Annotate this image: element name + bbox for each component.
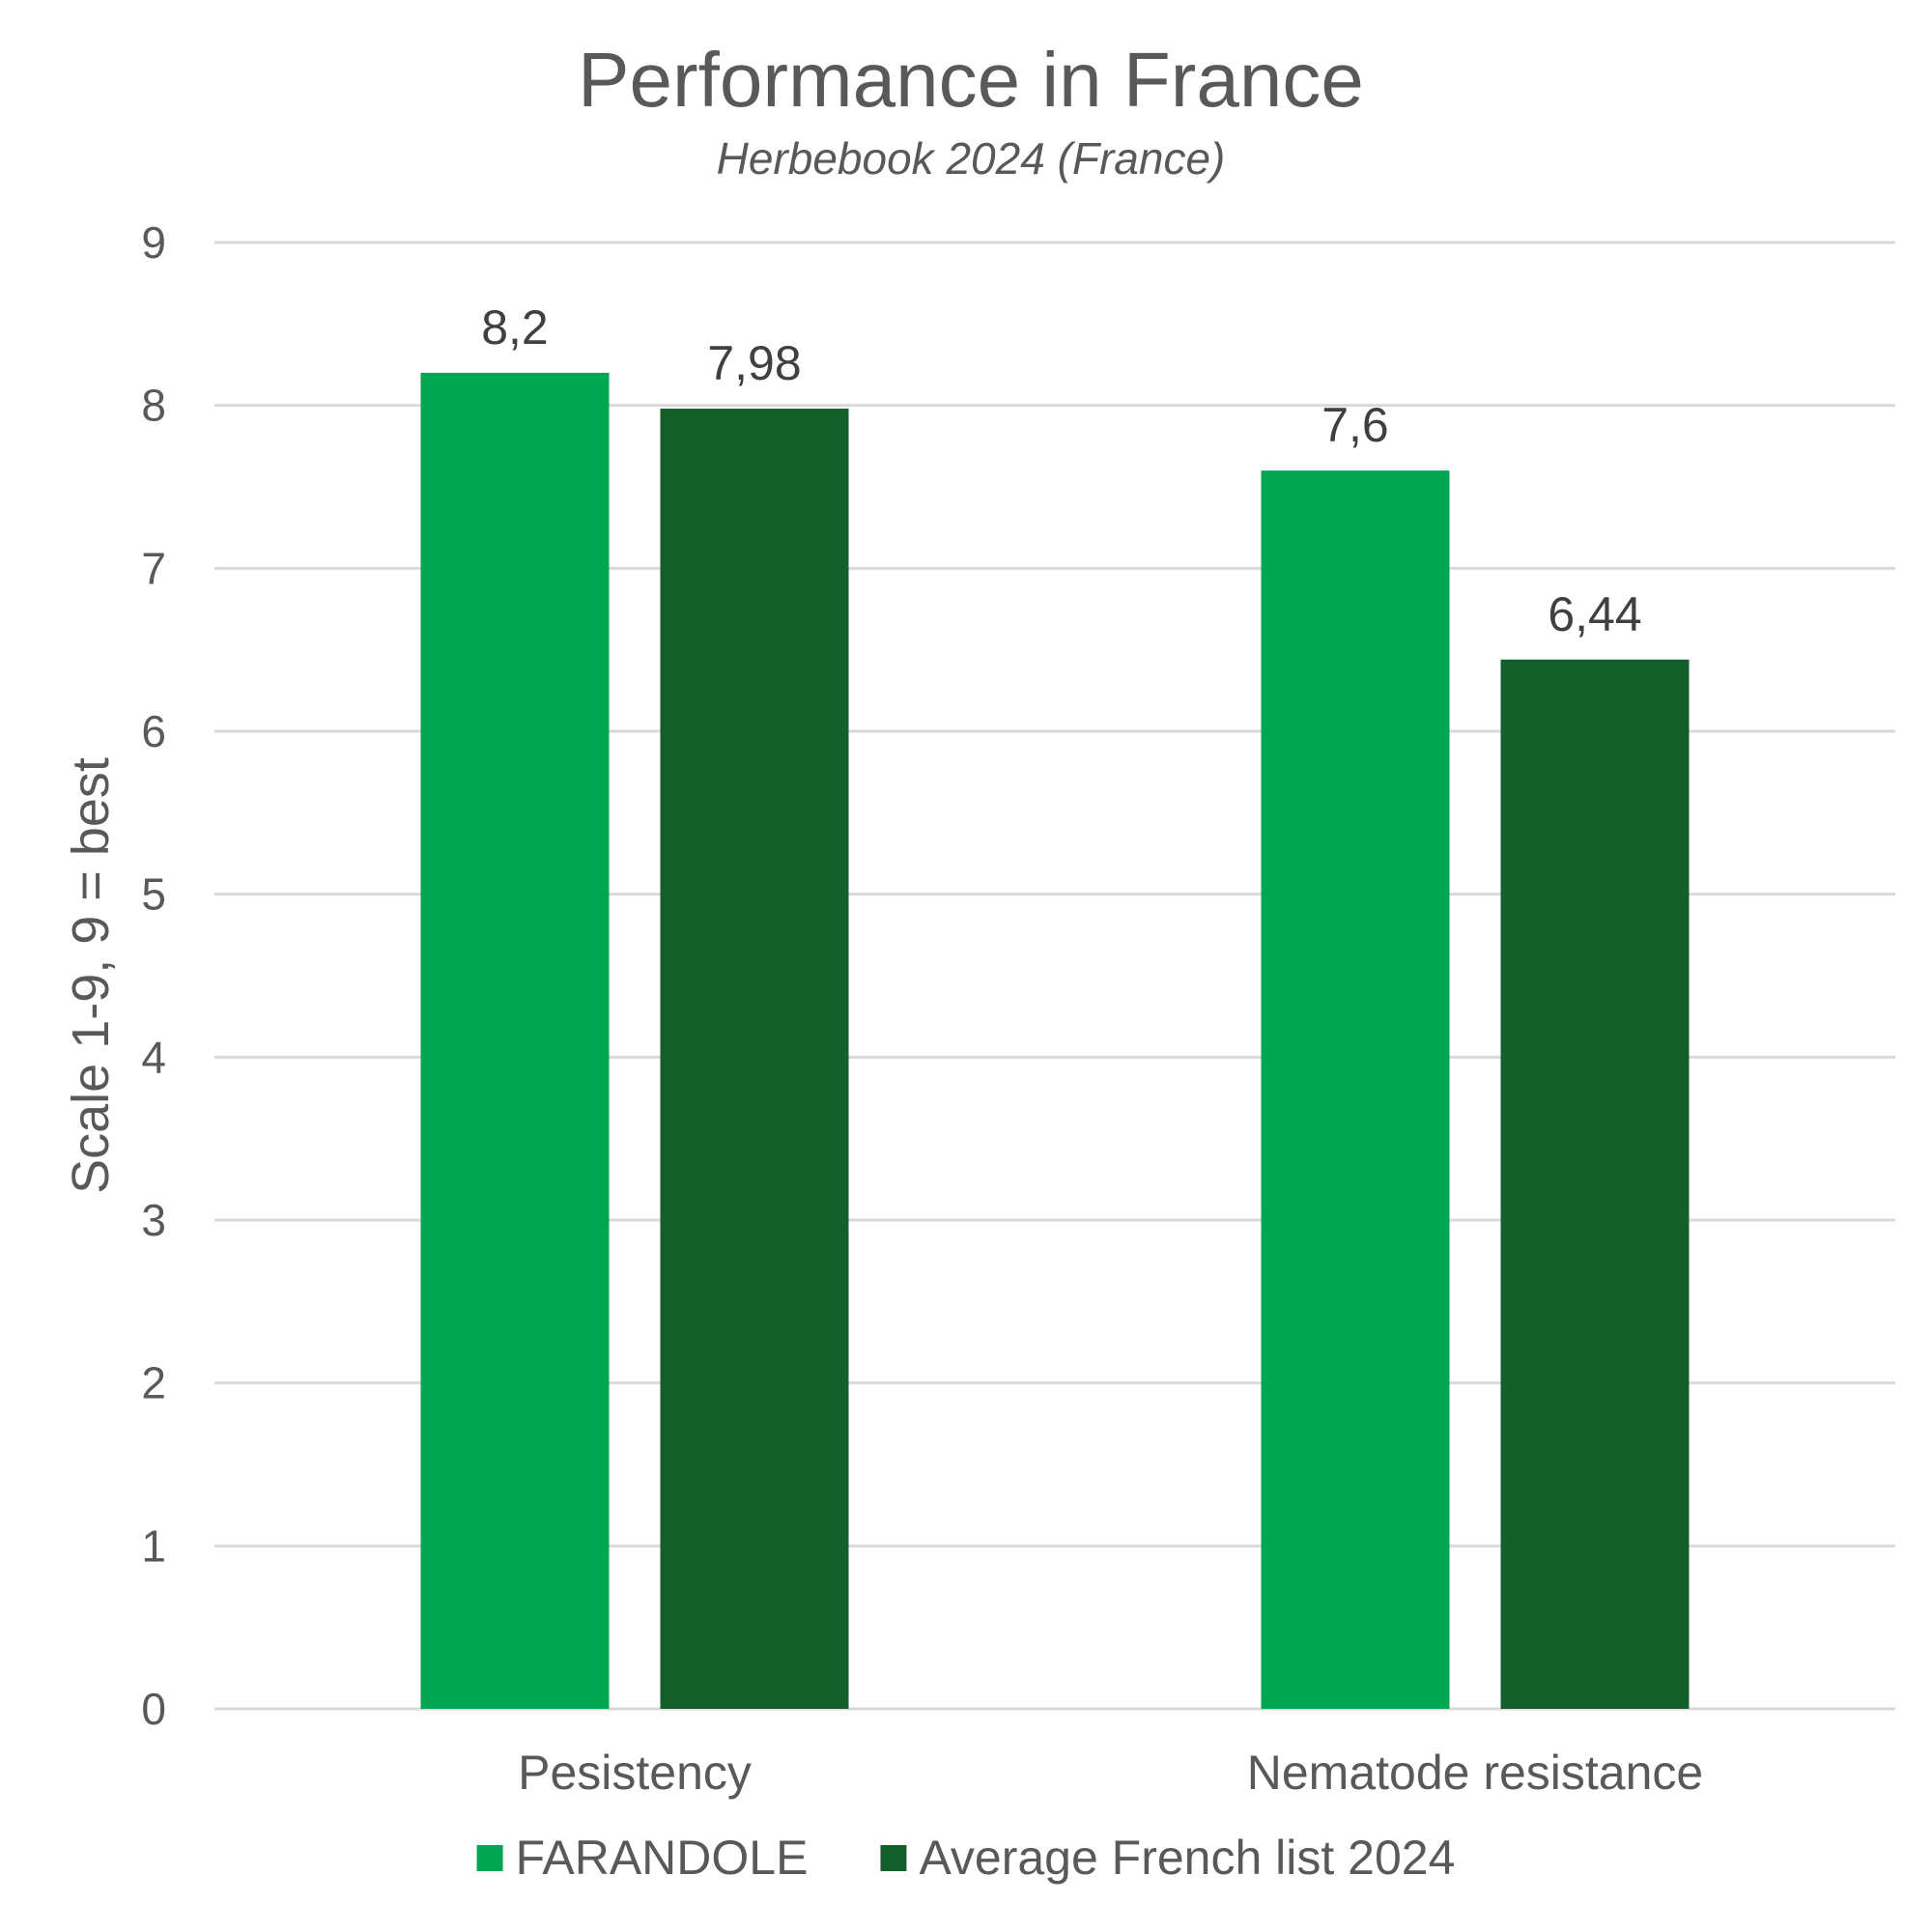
chart-title: Performance in France	[578, 37, 1364, 123]
y-axis-title: Scale 1-9, 9 = best	[62, 757, 120, 1194]
bar	[1500, 659, 1690, 1710]
y-tick-label: 6	[141, 706, 166, 756]
chart-subtitle: Herbebook 2024 (France)	[717, 133, 1226, 184]
data-label: 7,6	[1321, 398, 1389, 452]
y-tick-label: 7	[141, 543, 166, 593]
bar	[1261, 470, 1450, 1710]
legend-label: Average French list 2024	[919, 1831, 1455, 1885]
data-label: 6,44	[1548, 587, 1641, 641]
legend: FARANDOLE Average French list 2024	[476, 1831, 1455, 1885]
data-label: 7,98	[707, 336, 801, 390]
x-category-label: Nematode resistance	[1247, 1746, 1703, 1800]
legend-item: Average French list 2024	[880, 1831, 1455, 1885]
y-tick-label: 4	[141, 1032, 166, 1082]
x-axis-categories: Pesistency Nematode resistance	[518, 1746, 1703, 1800]
y-tick-label: 1	[141, 1520, 166, 1571]
y-tick-label: 0	[141, 1684, 166, 1734]
legend-swatch	[880, 1845, 907, 1871]
legend-swatch	[476, 1845, 503, 1871]
bar	[420, 372, 610, 1709]
x-category-label: Pesistency	[518, 1746, 752, 1800]
bar	[660, 409, 849, 1709]
y-tick-label: 9	[141, 217, 166, 268]
y-tick-label: 3	[141, 1195, 166, 1245]
legend-label: FARANDOLE	[516, 1831, 809, 1885]
y-tick-label: 2	[141, 1358, 166, 1408]
y-tick-label: 5	[141, 869, 166, 920]
data-label: 8,2	[481, 300, 549, 355]
data-labels: 8,2 7,98 7,6 6,44	[481, 300, 1641, 641]
bars	[420, 372, 1690, 1710]
y-tick-label: 8	[141, 381, 166, 431]
y-axis-ticks: 0 1 2 3 4 5 6 7 8 9	[141, 217, 166, 1734]
legend-item: FARANDOLE	[476, 1831, 809, 1885]
